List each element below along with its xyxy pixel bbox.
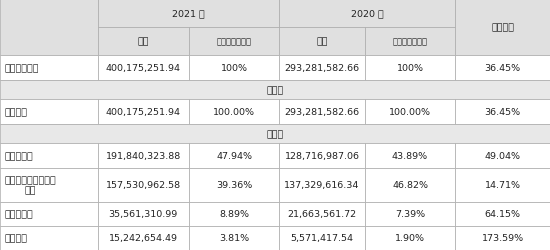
Bar	[189, 168, 279, 202]
Bar	[189, 28, 279, 56]
Text: 400,175,251.94: 400,175,251.94	[106, 108, 181, 116]
Bar	[98, 168, 189, 202]
Bar	[0, 80, 550, 100]
Text: 15,242,654.49: 15,242,654.49	[109, 234, 178, 242]
Text: 35,561,310.99: 35,561,310.99	[109, 209, 178, 218]
Bar	[189, 226, 279, 250]
Text: 分产品: 分产品	[266, 130, 284, 138]
Bar	[455, 202, 550, 226]
Bar	[98, 226, 189, 250]
Text: 同比增减: 同比增减	[491, 24, 514, 32]
Bar	[98, 202, 189, 226]
Bar	[0, 56, 98, 80]
Text: 2020 年: 2020 年	[351, 10, 384, 18]
Bar	[455, 144, 550, 168]
Text: 157,530,962.58: 157,530,962.58	[106, 180, 181, 189]
Bar	[0, 0, 98, 56]
Bar	[365, 144, 455, 168]
Bar	[98, 56, 189, 80]
Text: 金额: 金额	[138, 38, 149, 46]
Bar	[279, 0, 455, 28]
Bar	[365, 28, 455, 56]
Bar	[365, 202, 455, 226]
Text: 400,175,251.94: 400,175,251.94	[106, 64, 181, 73]
Text: 骨修复材料: 骨修复材料	[4, 209, 33, 218]
Text: 100%: 100%	[397, 64, 424, 73]
Bar	[455, 100, 550, 124]
Bar	[279, 144, 365, 168]
Bar	[98, 144, 189, 168]
Bar	[365, 56, 455, 80]
Text: 8.89%: 8.89%	[219, 209, 249, 218]
Bar	[365, 226, 455, 250]
Text: 137,329,616.34: 137,329,616.34	[284, 180, 360, 189]
Bar	[0, 226, 98, 250]
Text: 173.59%: 173.59%	[482, 234, 524, 242]
Bar	[279, 202, 365, 226]
Bar	[98, 0, 279, 28]
Text: 分行业: 分行业	[266, 86, 284, 94]
Text: 21,663,561.72: 21,663,561.72	[288, 209, 356, 218]
Bar	[189, 100, 279, 124]
Text: 可吸收硬脑（脊）膜
补片: 可吸收硬脑（脊）膜 补片	[4, 175, 56, 195]
Text: 100.00%: 100.00%	[213, 108, 255, 116]
Text: 43.89%: 43.89%	[392, 152, 428, 160]
Text: 100%: 100%	[221, 64, 248, 73]
Text: 100.00%: 100.00%	[389, 108, 431, 116]
Text: 其他产品: 其他产品	[4, 234, 28, 242]
Bar	[455, 226, 550, 250]
Text: 39.36%: 39.36%	[216, 180, 252, 189]
Bar	[0, 124, 550, 144]
Text: 医疗器械: 医疗器械	[4, 108, 28, 116]
Text: 14.71%: 14.71%	[485, 180, 521, 189]
Bar	[0, 100, 98, 124]
Text: 占营业收入比重: 占营业收入比重	[217, 38, 251, 46]
Text: 49.04%: 49.04%	[485, 152, 521, 160]
Text: 293,281,582.66: 293,281,582.66	[284, 108, 360, 116]
Bar	[279, 226, 365, 250]
Text: 占营业收入比重: 占营业收入比重	[393, 38, 427, 46]
Bar	[0, 202, 98, 226]
Bar	[365, 100, 455, 124]
Bar	[98, 28, 189, 56]
Bar	[189, 202, 279, 226]
Text: 293,281,582.66: 293,281,582.66	[284, 64, 360, 73]
Bar	[98, 100, 189, 124]
Text: 3.81%: 3.81%	[219, 234, 249, 242]
Text: 2021 年: 2021 年	[172, 10, 205, 18]
Bar	[189, 56, 279, 80]
Bar	[0, 144, 98, 168]
Bar	[455, 168, 550, 202]
Bar	[455, 56, 550, 80]
Text: 金额: 金额	[316, 38, 328, 46]
Bar	[279, 28, 365, 56]
Text: 5,571,417.54: 5,571,417.54	[290, 234, 354, 242]
Text: 7.39%: 7.39%	[395, 209, 425, 218]
Text: 191,840,323.88: 191,840,323.88	[106, 152, 181, 160]
Text: 36.45%: 36.45%	[485, 108, 521, 116]
Text: 128,716,987.06: 128,716,987.06	[284, 152, 360, 160]
Text: 36.45%: 36.45%	[485, 64, 521, 73]
Bar	[189, 144, 279, 168]
Bar	[365, 168, 455, 202]
Text: 口腔修复膜: 口腔修复膜	[4, 152, 33, 160]
Bar	[279, 56, 365, 80]
Text: 46.82%: 46.82%	[392, 180, 428, 189]
Text: 1.90%: 1.90%	[395, 234, 425, 242]
Bar	[0, 168, 98, 202]
Bar	[279, 100, 365, 124]
Text: 47.94%: 47.94%	[216, 152, 252, 160]
Text: 64.15%: 64.15%	[485, 209, 521, 218]
Text: 营业收入合计: 营业收入合计	[4, 64, 39, 73]
Bar	[279, 168, 365, 202]
Bar	[455, 0, 550, 56]
